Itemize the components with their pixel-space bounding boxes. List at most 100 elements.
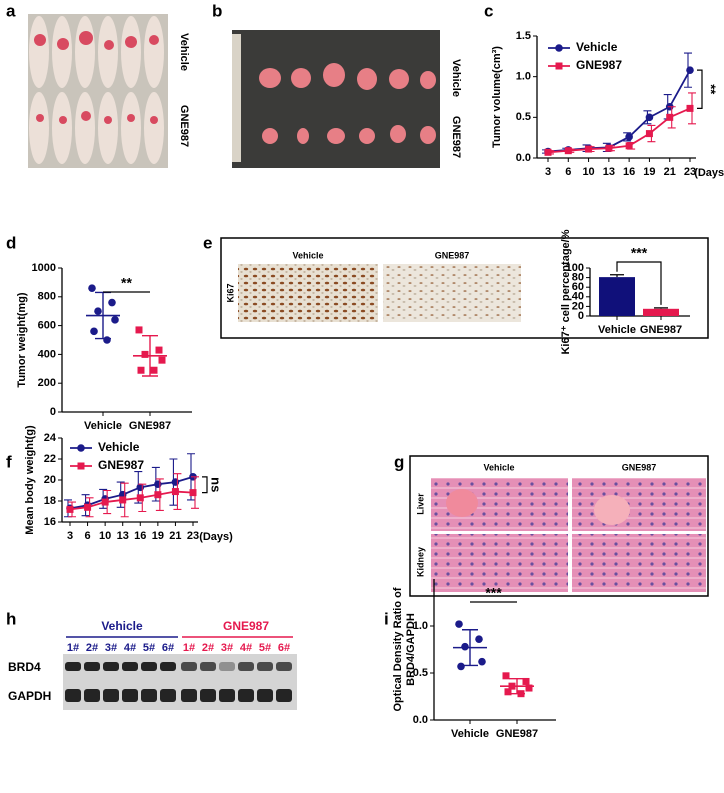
x-tick-label: 10 xyxy=(99,530,111,542)
vessel xyxy=(446,489,478,517)
band xyxy=(122,689,138,702)
point xyxy=(645,130,653,138)
error-bar xyxy=(610,274,624,278)
point xyxy=(171,478,180,486)
legend-marker xyxy=(77,444,85,452)
x-tick-label: 21 xyxy=(169,530,181,542)
panel-letter: f xyxy=(6,452,12,471)
band xyxy=(276,689,292,702)
point xyxy=(137,366,145,374)
panel-letter: c xyxy=(484,1,493,20)
panel-g: g Vehicle GNE987 Liver Kidney xyxy=(394,452,709,597)
point xyxy=(94,307,102,316)
bar xyxy=(599,277,635,316)
sd-bar xyxy=(462,629,478,667)
y-tick-label: 600 xyxy=(38,320,56,332)
point xyxy=(136,494,144,502)
y-tick-label: 60 xyxy=(572,281,584,293)
x-tick-label: Vehicle xyxy=(84,420,122,432)
y-tick-label: 40 xyxy=(572,291,584,303)
point xyxy=(141,350,149,358)
band xyxy=(84,689,100,702)
x-tick-label: 3 xyxy=(67,530,73,542)
band xyxy=(257,689,273,702)
y-tick-label: 0.5 xyxy=(516,111,531,123)
lane-label: 2# xyxy=(86,642,98,654)
lane-label: 5# xyxy=(143,642,155,654)
legend-label: Vehicle xyxy=(576,40,618,54)
band xyxy=(65,662,81,671)
y-tick-label: 16 xyxy=(44,516,56,528)
y-axis-label: Mean body weight(g) xyxy=(24,425,36,535)
x-tick-label: 6 xyxy=(85,530,91,542)
point xyxy=(666,113,674,121)
protein-label: BRD4 xyxy=(8,660,41,674)
x-tick-label: 23 xyxy=(187,530,199,542)
point xyxy=(119,496,127,504)
panel-letter: e xyxy=(203,233,212,252)
point xyxy=(150,366,158,374)
legend-marker xyxy=(555,44,563,52)
ruler xyxy=(232,34,241,162)
panel-letter: d xyxy=(6,233,16,252)
sd-bar xyxy=(142,334,158,377)
band xyxy=(122,662,138,671)
lane-label: 4# xyxy=(124,642,136,654)
lane-label: 5# xyxy=(259,642,271,654)
y-tick-label: 22 xyxy=(44,453,56,465)
point xyxy=(154,480,162,489)
point xyxy=(455,620,463,628)
point xyxy=(625,142,633,150)
point xyxy=(135,326,143,334)
group-label: GNE987 xyxy=(223,619,269,633)
lane-label: 1# xyxy=(183,642,195,654)
point xyxy=(544,148,552,156)
point xyxy=(108,298,116,307)
tumors xyxy=(259,63,436,144)
panel-e: e Vehicle GNE987 Ki67 xyxy=(203,233,709,339)
band xyxy=(257,662,273,671)
point xyxy=(158,356,166,364)
y-tick-label: 800 xyxy=(38,291,56,303)
x-tick-label: 21 xyxy=(664,166,676,178)
band xyxy=(276,662,292,671)
significance: ** xyxy=(121,275,132,291)
y-tick-label: 1.5 xyxy=(516,30,531,42)
x-tick-label: 16 xyxy=(134,530,146,542)
column-label: Vehicle xyxy=(483,462,514,472)
x-tick-label: GNE987 xyxy=(496,728,538,740)
significance: ** xyxy=(704,84,719,95)
significance: *** xyxy=(485,585,502,601)
row-label: Kidney xyxy=(415,547,425,577)
point xyxy=(625,133,633,141)
lanes: 1# 2# 3# 4# 5# 6# 1# 2# 3# 4# 5# 6# xyxy=(65,642,292,702)
vessel xyxy=(594,495,630,525)
mice xyxy=(29,16,164,164)
point xyxy=(461,642,469,651)
row-label: Liver xyxy=(415,493,425,515)
y-tick-label: 20 xyxy=(44,474,56,486)
point xyxy=(66,505,74,513)
point xyxy=(686,104,694,112)
point xyxy=(84,503,92,511)
y-tick-label: 400 xyxy=(38,348,56,360)
y-axis-label: Ki67⁺ cell percentage/% xyxy=(560,229,572,354)
row-label: Vehicle xyxy=(450,59,462,97)
y-tick-label: 18 xyxy=(44,495,56,507)
band xyxy=(200,689,216,702)
band xyxy=(103,689,119,702)
he-image xyxy=(572,534,706,592)
stain-label: Ki67 xyxy=(225,283,235,302)
point xyxy=(103,336,111,344)
panel-frame xyxy=(220,237,709,339)
band xyxy=(238,689,254,702)
error-bar xyxy=(654,307,668,309)
point xyxy=(564,147,572,155)
lane-label: 6# xyxy=(162,642,174,654)
panel-letter: h xyxy=(6,609,16,628)
point xyxy=(171,488,179,496)
y-tick-label: 200 xyxy=(38,377,56,389)
band xyxy=(160,689,176,702)
x-tick-label: GNE987 xyxy=(640,324,682,336)
significance-bracket xyxy=(697,69,703,109)
